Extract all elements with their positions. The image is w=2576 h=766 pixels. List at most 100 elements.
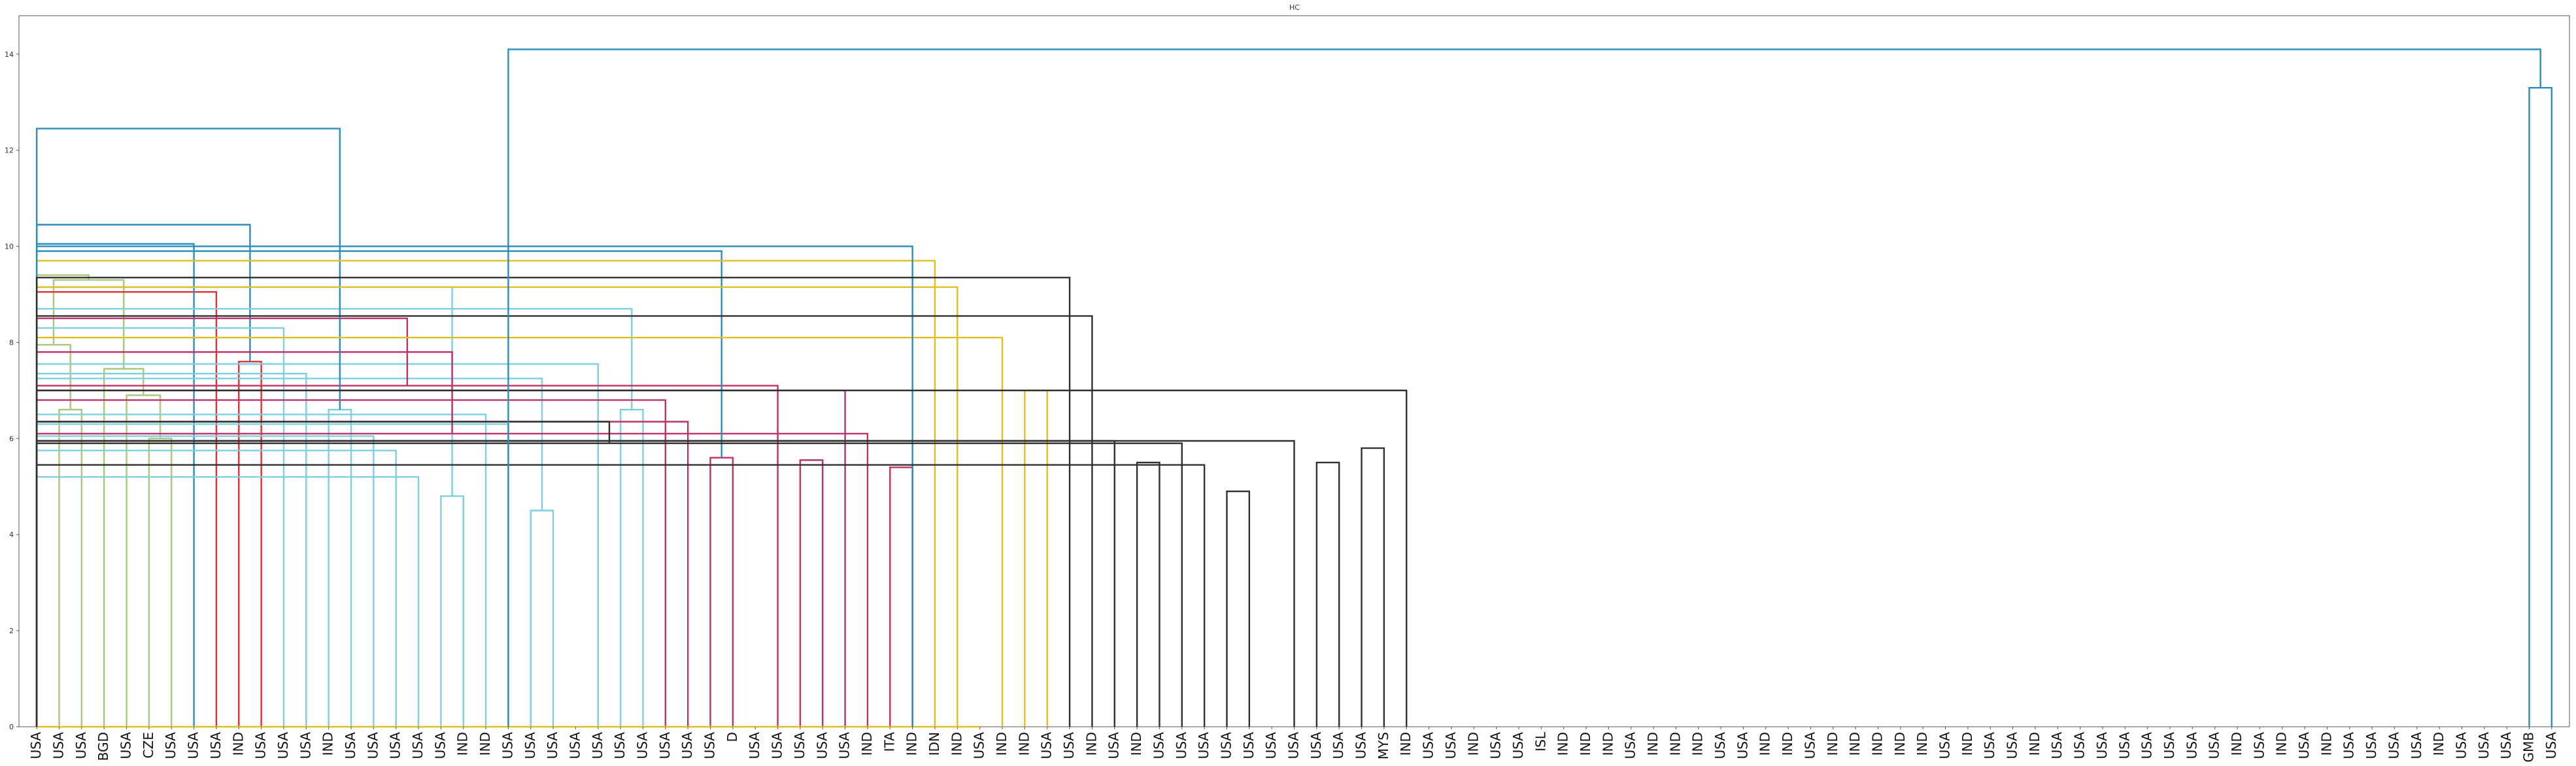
leaf-label: USA xyxy=(792,732,807,759)
dendrogram-link xyxy=(35,440,1115,727)
dendrogram-link xyxy=(103,368,144,727)
leaf-label: USA xyxy=(51,732,67,759)
dendrogram-link xyxy=(1226,490,1251,727)
leaf-label: IND xyxy=(1555,732,1571,756)
leaf-label: USA xyxy=(163,732,178,759)
leaf-label: IND xyxy=(1869,732,1885,756)
leaf-label: IND xyxy=(1825,732,1840,756)
leaf-label: IND xyxy=(1600,732,1616,756)
dendrogram-link xyxy=(58,409,83,727)
dendrogram-link xyxy=(35,250,722,727)
dendrogram-link xyxy=(35,277,1071,727)
leaf-label: IND xyxy=(1757,732,1773,756)
leaf-label: USA xyxy=(747,732,762,759)
leaf-label: USA xyxy=(2184,732,2199,759)
leaf-label: USA xyxy=(2139,732,2155,759)
dendrogram-link xyxy=(52,279,125,369)
leaf-label: USA xyxy=(1286,732,1302,759)
leaf-label: ISL xyxy=(1533,731,1548,752)
leaf-label: USA xyxy=(2251,732,2267,759)
leaf-label: USA xyxy=(1241,732,1257,759)
leaf-label: USA xyxy=(1196,732,1212,759)
dendrogram-link xyxy=(328,409,352,727)
leaf-label: IND xyxy=(2027,732,2042,756)
dendrogram-link xyxy=(35,363,600,727)
dendrogram-link xyxy=(35,315,1093,727)
leaf-label: USA xyxy=(2207,732,2222,759)
x-axis-leaf-labels: USA USA USA BGD USA CZE USA USA USA IND USA USA USA I… xyxy=(28,727,2559,762)
leaf-label: IND xyxy=(859,732,875,756)
y-tick-label: 10 xyxy=(5,243,14,251)
dendrogram-link xyxy=(1315,461,1340,727)
dendrogram-link xyxy=(126,394,161,727)
dendrogram-link xyxy=(35,224,251,727)
leaf-label: USA xyxy=(1151,732,1166,759)
leaf-label: IND xyxy=(2318,732,2334,756)
leaf-label: IND xyxy=(1465,732,1481,756)
dendrogram-link xyxy=(709,457,734,727)
y-axis: 0 2 4 6 8 10 12 14 xyxy=(5,50,19,731)
leaf-label: USA xyxy=(657,732,673,759)
leaf-label: USA xyxy=(2049,732,2065,759)
leaf-label: IND xyxy=(1892,732,1908,756)
leaf-label: USA xyxy=(432,732,448,759)
leaf-label: IND xyxy=(994,732,1009,756)
leaf-label: USA xyxy=(1421,732,1436,759)
leaf-label: USA xyxy=(297,732,313,759)
dendrogram-link xyxy=(507,48,2541,727)
leaf-label: MYS xyxy=(1376,732,1391,759)
leaf-label: USA xyxy=(837,732,853,759)
y-tick-label: 12 xyxy=(5,147,14,155)
leaf-label: IND xyxy=(1914,732,1930,756)
chart-title: HC xyxy=(1289,3,1300,12)
dendrogram-link xyxy=(35,336,1004,727)
leaf-label: IND xyxy=(230,732,246,756)
leaf-label: IND xyxy=(1016,732,1032,756)
leaf-label: IND xyxy=(320,732,336,756)
leaf-label: IND xyxy=(1083,732,1099,756)
leaf-label: IND xyxy=(904,732,920,756)
leaf-label: USA xyxy=(118,732,134,759)
leaf-label: USA xyxy=(1735,732,1750,759)
dendrogram-link xyxy=(1361,447,1385,727)
y-tick-label: 6 xyxy=(9,434,14,443)
dendrogram-link xyxy=(35,476,420,727)
leaf-label: IND xyxy=(1780,732,1795,756)
y-tick-label: 4 xyxy=(9,531,14,539)
leaf-label: USA xyxy=(365,732,381,759)
y-tick-label: 2 xyxy=(9,627,14,635)
leaf-label: USA xyxy=(208,732,224,759)
leaf-label: BGD xyxy=(95,732,111,761)
leaf-label: CZE xyxy=(141,732,156,758)
dendrogram-link xyxy=(1136,461,1161,727)
y-tick-label: 14 xyxy=(5,50,14,59)
leaf-label: USA xyxy=(2364,732,2379,759)
leaf-label: IND xyxy=(949,732,964,756)
y-tick-label: 0 xyxy=(9,723,14,731)
leaf-label: USA xyxy=(2005,732,2020,759)
leaf-label: IND xyxy=(1690,732,1706,756)
leaf-label: IND xyxy=(1398,732,1414,756)
leaf-label: USA xyxy=(1106,732,1122,759)
leaf-label: IND xyxy=(1645,732,1661,756)
dendrogram-link xyxy=(35,327,285,727)
leaf-label: USA xyxy=(2476,732,2492,759)
leaf-label: IDN xyxy=(926,732,942,756)
dendrogram-link xyxy=(35,286,453,727)
leaf-label: USA xyxy=(972,732,987,759)
leaf-label: USA xyxy=(634,732,650,759)
dendrogram-links xyxy=(35,48,2553,728)
leaf-label: USA xyxy=(2543,732,2559,759)
leaf-label: USA xyxy=(1982,732,1997,759)
dendrogram-link xyxy=(148,438,173,727)
leaf-label: USA xyxy=(1937,732,1953,759)
leaf-label: USA xyxy=(1712,732,1728,759)
leaf-label: USA xyxy=(545,732,560,759)
leaf-label: USA xyxy=(2072,732,2088,759)
leaf-label: USA xyxy=(770,732,785,759)
dendrogram-link xyxy=(35,351,453,727)
leaf-label: IND xyxy=(1847,732,1863,756)
dendrogram-link xyxy=(2528,86,2553,727)
leaf-label: USA xyxy=(522,732,538,759)
